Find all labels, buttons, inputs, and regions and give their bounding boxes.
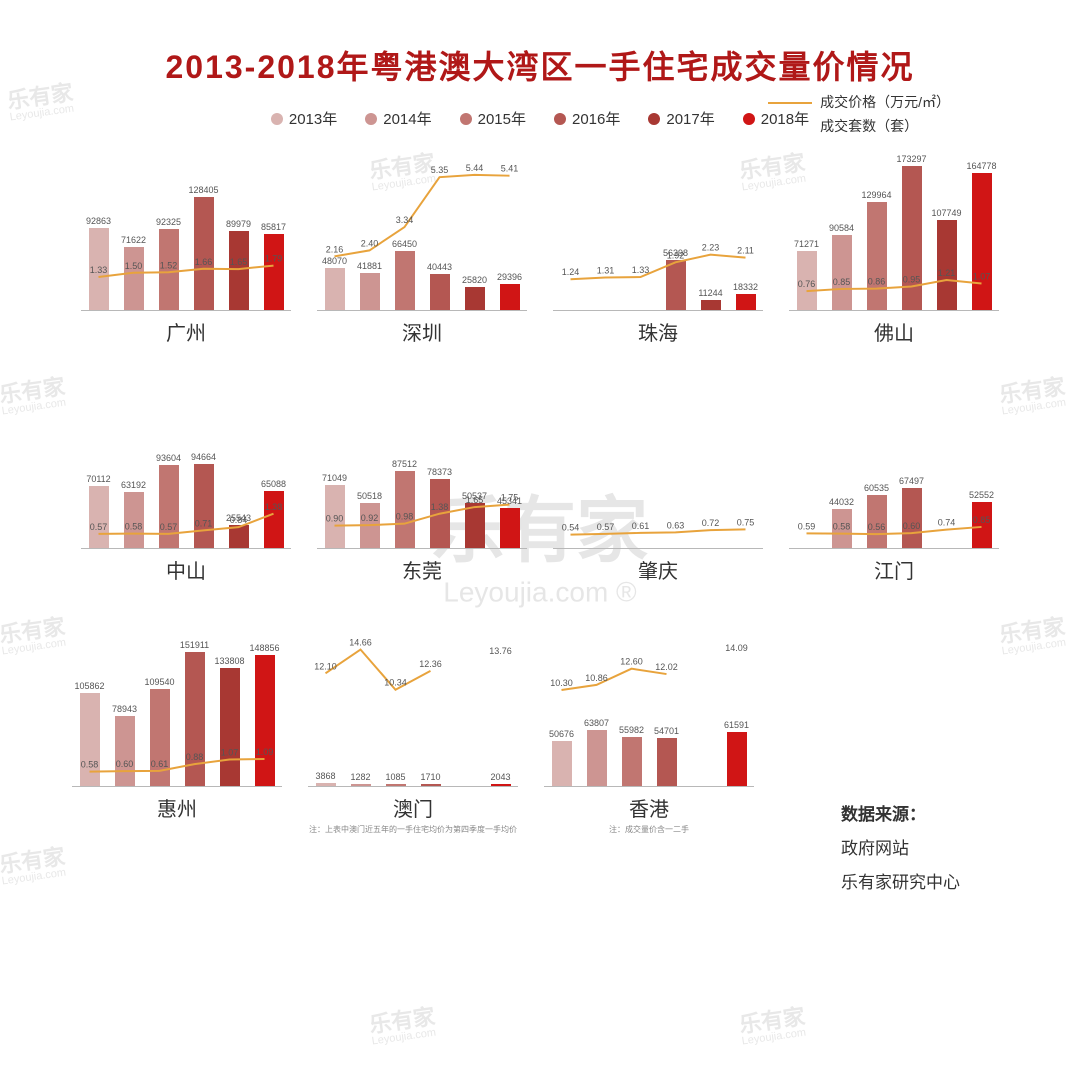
svg-text:12.10: 12.10 bbox=[314, 661, 337, 671]
city-name: 江门 bbox=[789, 555, 999, 584]
svg-text:14.66: 14.66 bbox=[349, 638, 372, 648]
svg-text:12.60: 12.60 bbox=[620, 657, 643, 667]
svg-text:5.35: 5.35 bbox=[431, 165, 449, 175]
chart-香港: 506766380755982547016159110.3010.8612.60… bbox=[544, 637, 754, 827]
legend-item: 2014年 bbox=[365, 108, 431, 129]
svg-text:2.16: 2.16 bbox=[326, 244, 344, 254]
svg-text:1.21: 1.21 bbox=[938, 268, 956, 278]
svg-text:0.63: 0.63 bbox=[667, 520, 685, 530]
chart-江门: 440326053567497525520.590.580.560.600.74… bbox=[789, 399, 999, 589]
city-name: 广州 bbox=[81, 317, 291, 346]
svg-text:0.57: 0.57 bbox=[597, 522, 615, 532]
city-name: 肇庆 bbox=[553, 555, 763, 584]
svg-text:0.84: 0.84 bbox=[230, 515, 248, 525]
svg-text:1.79: 1.79 bbox=[265, 254, 283, 264]
svg-text:14.09: 14.09 bbox=[725, 643, 748, 653]
svg-text:1.07: 1.07 bbox=[221, 747, 239, 757]
svg-text:3.34: 3.34 bbox=[396, 215, 414, 225]
svg-text:1.52: 1.52 bbox=[160, 260, 178, 270]
watermark: 乐有家Leyoujia.com bbox=[0, 846, 68, 888]
svg-text:1.65: 1.65 bbox=[230, 257, 248, 267]
svg-text:1.09: 1.09 bbox=[256, 747, 274, 757]
city-name: 深圳 bbox=[317, 317, 527, 346]
chart-note: 注：成交量价含一二手 bbox=[544, 824, 754, 835]
svg-text:0.86: 0.86 bbox=[868, 277, 886, 287]
svg-text:1.66: 1.66 bbox=[195, 257, 213, 267]
city-name: 珠海 bbox=[553, 317, 763, 346]
legend-right: 成交价格（万元/㎡） 成交套数（套） bbox=[768, 92, 950, 136]
city-name: 中山 bbox=[81, 555, 291, 584]
svg-text:0.74: 0.74 bbox=[938, 518, 956, 528]
chart-深圳: 4807041881664504044325820293962.162.403.… bbox=[317, 161, 527, 351]
svg-text:0.54: 0.54 bbox=[562, 523, 580, 533]
svg-text:13.76: 13.76 bbox=[489, 646, 512, 656]
city-name: 惠州 bbox=[72, 793, 282, 822]
svg-text:10.34: 10.34 bbox=[384, 678, 407, 688]
svg-text:0.58: 0.58 bbox=[125, 522, 143, 532]
svg-text:0.76: 0.76 bbox=[798, 279, 816, 289]
svg-text:1.92: 1.92 bbox=[667, 250, 685, 260]
svg-text:2.40: 2.40 bbox=[361, 238, 379, 248]
svg-text:0.88: 0.88 bbox=[186, 752, 204, 762]
svg-text:0.57: 0.57 bbox=[90, 522, 108, 532]
chart-东莞: 7104950518875127837350537453410.900.920.… bbox=[317, 399, 527, 589]
chart-珠海: 5639811244183321.241.311.331.922.232.11珠… bbox=[553, 161, 763, 351]
svg-text:1.24: 1.24 bbox=[562, 267, 580, 277]
city-name: 香港 bbox=[544, 793, 754, 822]
chart-广州: 92863716229232512840589979858171.331.501… bbox=[81, 161, 291, 351]
svg-text:0.58: 0.58 bbox=[833, 522, 851, 532]
chart-惠州: 105862789431095401519111338081488560.580… bbox=[72, 637, 282, 827]
svg-text:10.86: 10.86 bbox=[585, 673, 608, 683]
svg-text:1.38: 1.38 bbox=[431, 502, 449, 512]
svg-text:1.33: 1.33 bbox=[90, 265, 108, 275]
svg-text:0.57: 0.57 bbox=[160, 522, 178, 532]
chart-肇庆: 0.54 0.57 0.61 0.63 0.72 0.75 肇庆 bbox=[553, 399, 763, 589]
svg-text:1.75: 1.75 bbox=[501, 493, 519, 503]
svg-text:0.59: 0.59 bbox=[798, 521, 816, 531]
svg-text:0.92: 0.92 bbox=[361, 513, 379, 523]
chart-澳门: 3868128210851710204312.1014.6610.3412.36… bbox=[308, 637, 518, 827]
svg-text:5.41: 5.41 bbox=[501, 164, 519, 174]
svg-text:1.33: 1.33 bbox=[632, 265, 650, 275]
svg-text:5.44: 5.44 bbox=[466, 163, 484, 173]
watermark: 乐有家Leyoujia.com bbox=[738, 1006, 808, 1048]
svg-text:0.98: 0.98 bbox=[396, 512, 414, 522]
svg-text:2.11: 2.11 bbox=[737, 246, 754, 256]
svg-text:10.30: 10.30 bbox=[550, 678, 573, 688]
svg-text:1.65: 1.65 bbox=[466, 495, 484, 505]
city-name: 澳门 bbox=[308, 793, 518, 822]
svg-text:0.61: 0.61 bbox=[151, 759, 169, 769]
svg-text:12.36: 12.36 bbox=[419, 659, 442, 669]
svg-text:0.61: 0.61 bbox=[632, 521, 650, 531]
svg-text:0.90: 0.90 bbox=[326, 514, 344, 524]
svg-text:0.95: 0.95 bbox=[903, 274, 921, 284]
svg-text:2.23: 2.23 bbox=[702, 243, 720, 253]
svg-text:0.56: 0.56 bbox=[868, 522, 886, 532]
legend-item: 2016年 bbox=[554, 108, 620, 129]
city-name: 佛山 bbox=[789, 317, 999, 346]
chart-佛山: 71271905841299641732971077491647780.760.… bbox=[789, 161, 999, 351]
city-name: 东莞 bbox=[317, 555, 527, 584]
svg-text:0.85: 0.85 bbox=[973, 515, 991, 525]
svg-text:0.72: 0.72 bbox=[702, 518, 720, 528]
page-title: 2013-2018年粤港澳大湾区一手住宅成交量价情况 bbox=[0, 0, 1080, 88]
legend-item: 2015年 bbox=[460, 108, 526, 129]
svg-text:0.58: 0.58 bbox=[81, 760, 99, 770]
svg-text:0.85: 0.85 bbox=[833, 277, 851, 287]
svg-text:0.75: 0.75 bbox=[737, 517, 755, 527]
svg-text:1.50: 1.50 bbox=[125, 261, 143, 271]
legend-item: 2017年 bbox=[648, 108, 714, 129]
watermark: 乐有家Leyoujia.com bbox=[368, 1006, 438, 1048]
svg-text:12.02: 12.02 bbox=[655, 662, 678, 672]
svg-text:1.31: 1.31 bbox=[597, 266, 615, 276]
svg-text:0.71: 0.71 bbox=[195, 518, 213, 528]
svg-text:1.07: 1.07 bbox=[973, 271, 991, 281]
svg-text:0.60: 0.60 bbox=[116, 759, 134, 769]
chart-note: 注：上表中澳门近五年的一手住宅均价为第四季度一手均价 bbox=[308, 824, 518, 835]
svg-text:0.60: 0.60 bbox=[903, 521, 921, 531]
svg-text:1.38: 1.38 bbox=[265, 502, 283, 512]
data-source: 数据来源： 政府网站 乐有家研究中心 bbox=[841, 798, 960, 900]
chart-中山: 7011263192936049466425543650880.570.580.… bbox=[81, 399, 291, 589]
legend-item: 2013年 bbox=[271, 108, 337, 129]
